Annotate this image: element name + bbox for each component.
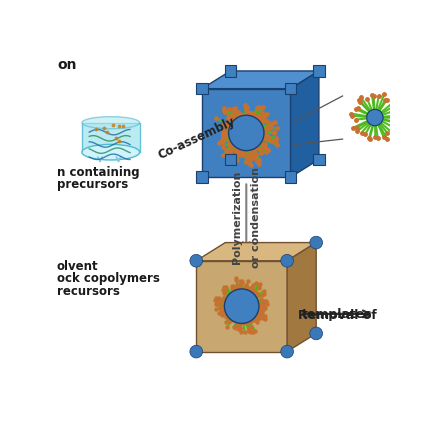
Text: Removal of: Removal of bbox=[298, 309, 377, 322]
Ellipse shape bbox=[82, 117, 140, 129]
Text: or condensation: or condensation bbox=[251, 167, 261, 268]
Circle shape bbox=[229, 115, 264, 151]
Polygon shape bbox=[196, 261, 287, 352]
Bar bbox=[196, 171, 208, 183]
Bar bbox=[313, 154, 325, 165]
Text: on: on bbox=[57, 58, 76, 72]
Text: n containing: n containing bbox=[57, 166, 139, 179]
Bar bbox=[313, 65, 325, 77]
Polygon shape bbox=[202, 71, 319, 89]
Polygon shape bbox=[202, 89, 291, 177]
Text: ock copolymers: ock copolymers bbox=[57, 272, 160, 285]
Bar bbox=[196, 83, 208, 95]
Bar bbox=[225, 65, 236, 77]
Circle shape bbox=[310, 236, 322, 249]
Circle shape bbox=[190, 254, 203, 267]
Text: Polymerization: Polymerization bbox=[232, 171, 242, 264]
Polygon shape bbox=[196, 243, 316, 261]
Circle shape bbox=[281, 254, 293, 267]
Circle shape bbox=[190, 345, 203, 358]
Polygon shape bbox=[287, 243, 316, 352]
Text: precursors: precursors bbox=[57, 178, 128, 191]
Ellipse shape bbox=[82, 145, 140, 160]
Circle shape bbox=[367, 109, 383, 126]
Bar bbox=[225, 154, 236, 165]
Text: Co-assembly: Co-assembly bbox=[155, 115, 237, 162]
Circle shape bbox=[224, 289, 259, 323]
Text: templates: templates bbox=[302, 308, 373, 321]
Text: olvent: olvent bbox=[57, 260, 99, 273]
Polygon shape bbox=[82, 123, 140, 152]
Circle shape bbox=[310, 327, 322, 340]
Polygon shape bbox=[291, 71, 319, 177]
Bar bbox=[285, 83, 296, 95]
Bar bbox=[285, 171, 296, 183]
Circle shape bbox=[281, 345, 293, 358]
Text: recursors: recursors bbox=[57, 285, 120, 298]
